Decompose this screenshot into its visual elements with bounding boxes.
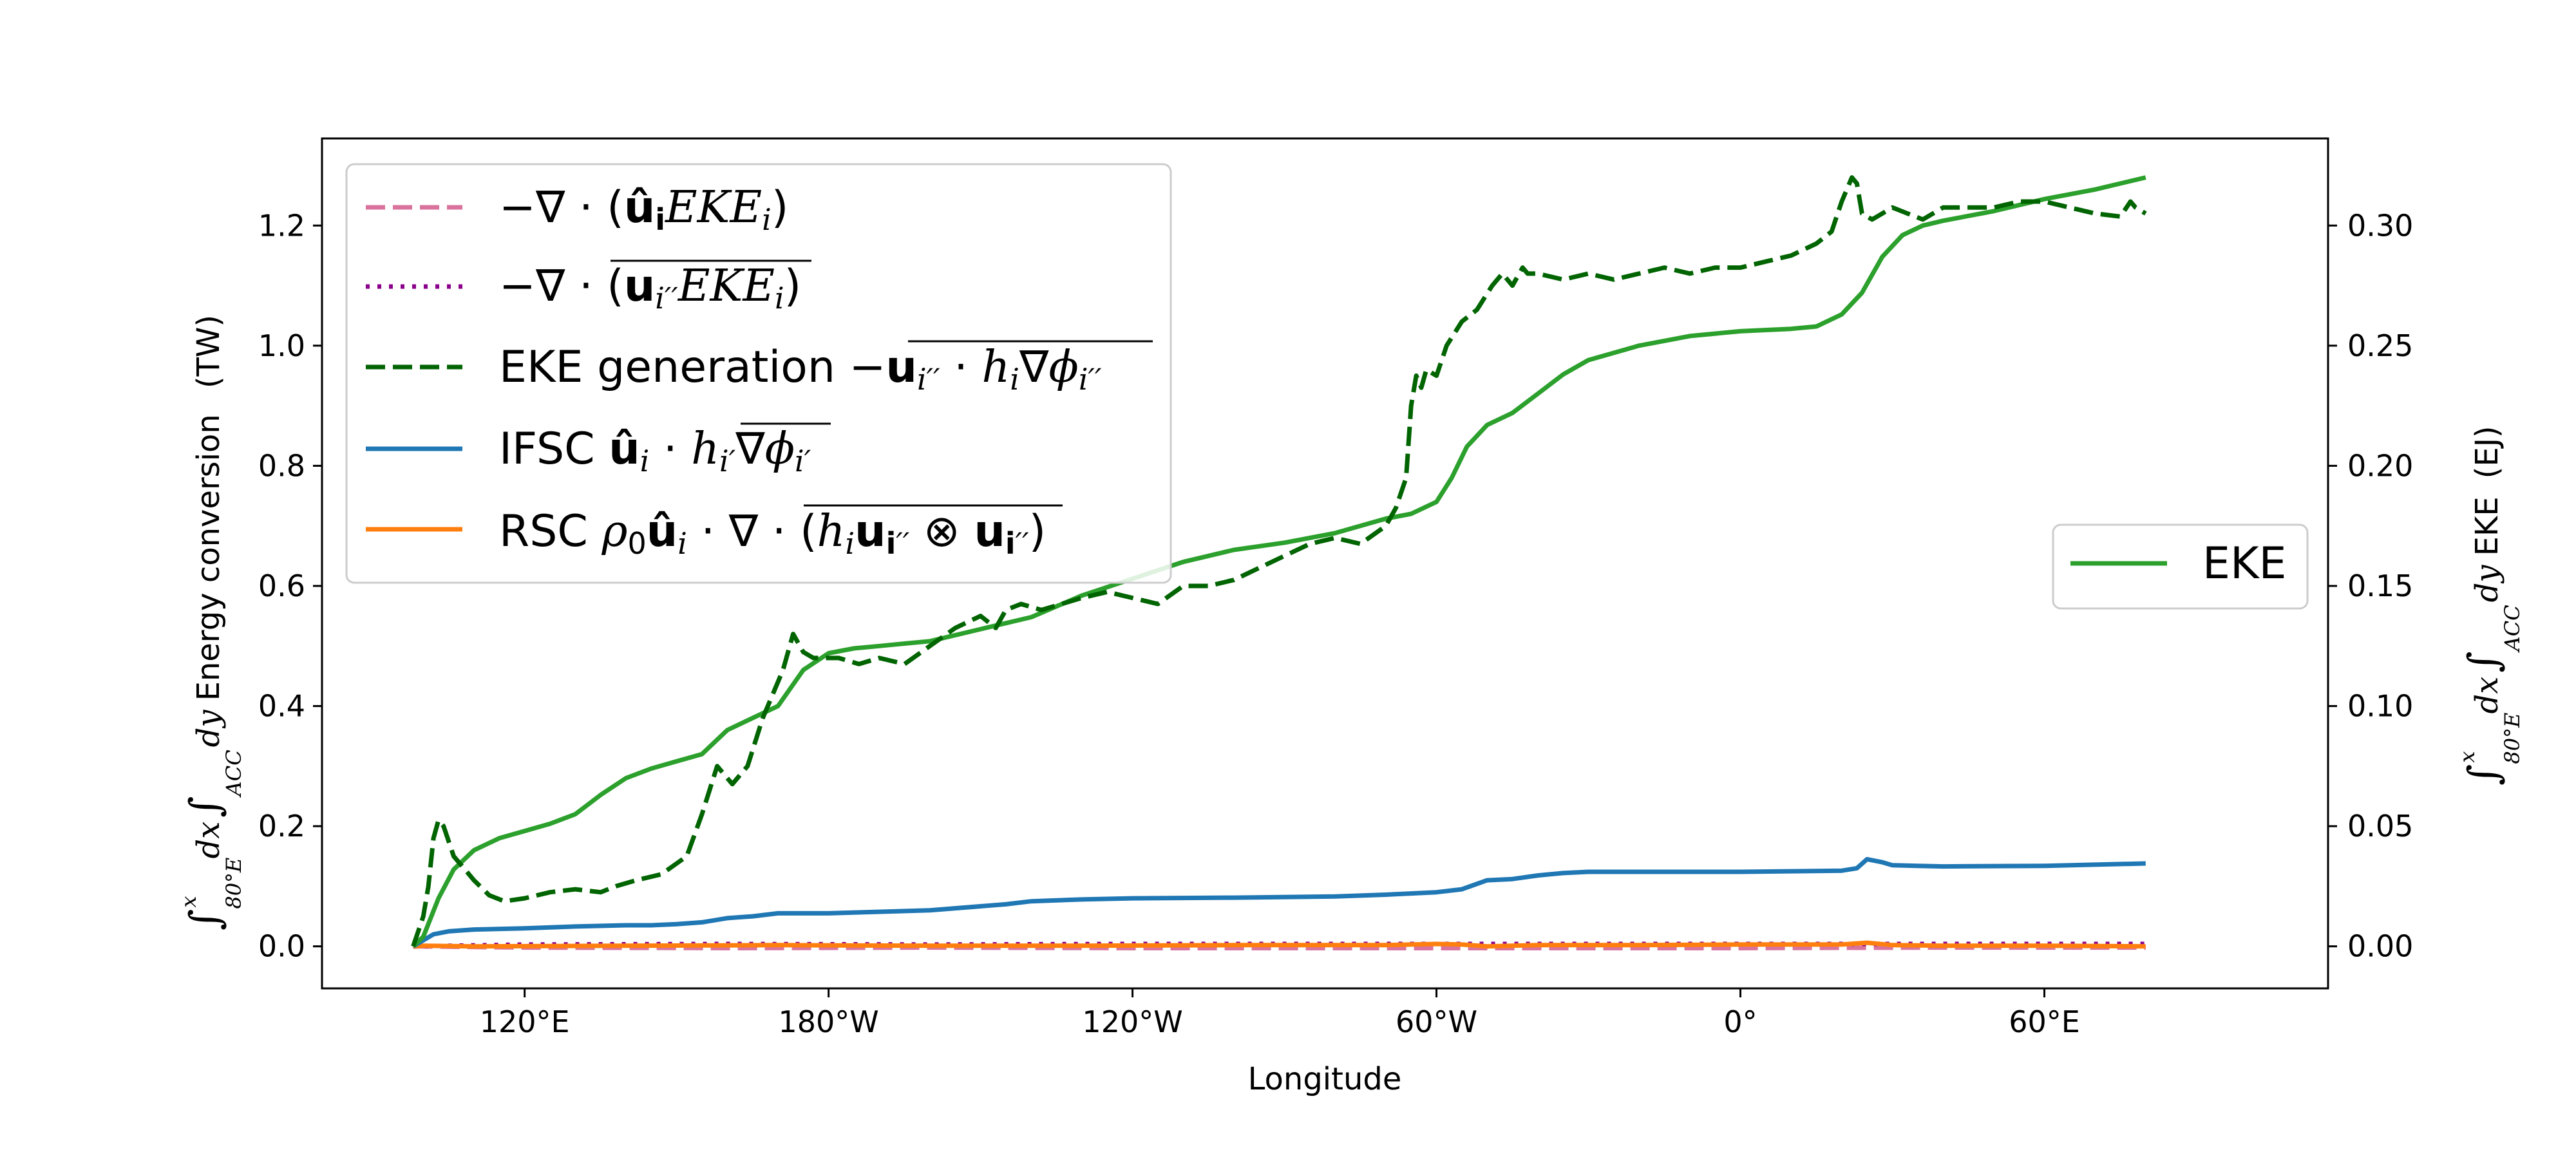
y-tick-label-left: 1.2 <box>258 208 305 243</box>
y-tick-label-left: 0.8 <box>258 448 305 483</box>
x-tick-label: 120°E <box>480 1004 570 1039</box>
y-tick-label-left: 0.0 <box>258 929 305 964</box>
series-line-adv-mean <box>413 944 2146 950</box>
plot-frame <box>321 137 2329 990</box>
svg-text:∫80°Exdx∫ACCdyEnergy conversio: ∫80°Exdx∫ACCdyEnergy conversion(TW) <box>176 315 246 930</box>
y-axis-label-left: ∫80°Exdx∫ACCdyEnergy conversion(TW) <box>176 315 246 930</box>
svg-text:∫80°Exdx∫ACCdyEKE(EJ): ∫80°Exdx∫ACCdyEKE(EJ) <box>2455 426 2524 786</box>
svg-text:RSC ρ0ûi · ∇ · (hiui′′ ⊗ ui′′): RSC ρ0ûi · ∇ · (hiui′′ ⊗ ui′′) <box>499 506 1046 561</box>
y-tick-label-left: 1.0 <box>258 328 305 363</box>
series-line-eke <box>412 175 2146 948</box>
legend-label-eke: EKE <box>2202 538 2287 589</box>
legend-right-box <box>2052 523 2309 610</box>
y-tick-label-left: 0.2 <box>258 809 305 843</box>
legend-label-ifsc: IFSC ûi · hi′∇ϕi′ <box>499 422 831 478</box>
x-axis-label: Longitude <box>1248 1061 1402 1097</box>
y-tick-label-right: 0.20 <box>2347 448 2413 483</box>
svg-text:−∇ · (ui′′EKEi): −∇ · (ui′′EKEi) <box>499 261 801 316</box>
x-tick-label: 120°W <box>1082 1004 1182 1039</box>
y-tick-label-right: 0.10 <box>2347 689 2413 724</box>
legend-right: EKE <box>2052 523 2309 610</box>
series-layer <box>411 175 2147 950</box>
series-line-rsc <box>413 940 2146 949</box>
legend-left: −∇ · (ûiEKEi) −∇ · (ui′′EKEi) EKE genera… <box>345 163 1172 584</box>
svg-text:EKE generation −ui′′ · hi∇ϕi′′: EKE generation −ui′′ · hi∇ϕi′′ <box>499 342 1102 397</box>
x-axis: 120°E 180°W 120°W 60°W 0° 60°E <box>480 988 2080 1039</box>
x-tick-label: 60°W <box>1396 1004 1477 1039</box>
svg-text:IFSC ûi · hi′∇ϕi′: IFSC ûi · hi′∇ϕi′ <box>499 424 811 478</box>
series-line-eke-gen <box>411 175 2147 947</box>
y-tick-label-right: 0.15 <box>2347 569 2413 603</box>
series-line-ifsc <box>412 856 2146 948</box>
y-tick-label-right: 0.25 <box>2347 328 2413 363</box>
legend-label-rsc: RSC ρ0ûi · ∇ · (hiui′′ ⊗ ui′′) <box>499 504 1063 561</box>
y-axis-right: 0.00 0.05 0.10 0.15 0.20 0.25 0.30 <box>2328 208 2413 964</box>
x-tick-label: 180°W <box>778 1004 878 1039</box>
y-axis-label-right: ∫80°Exdx∫ACCdyEKE(EJ) <box>2455 426 2524 786</box>
y-tick-label-right: 0.30 <box>2347 208 2413 243</box>
legend-left-swatches <box>366 205 462 532</box>
x-tick-label: 60°E <box>2009 1004 2080 1039</box>
y-tick-label-left: 0.6 <box>258 569 305 603</box>
legend-label-eke-gen: EKE generation −ui′′ · hi∇ϕi′′ <box>499 340 1153 397</box>
x-tick-label: 0° <box>1723 1004 1757 1039</box>
y-tick-label-right: 0.00 <box>2347 929 2413 964</box>
y-tick-label-right: 0.05 <box>2347 809 2413 843</box>
legend-label-adv-eddy: −∇ · (ui′′EKEi) <box>499 259 811 316</box>
y-axis-left: 0.0 0.2 0.4 0.6 0.8 1.0 1.2 <box>258 208 322 964</box>
legend-left-box <box>345 163 1172 584</box>
y-tick-label-left: 0.4 <box>258 689 305 724</box>
legend-label-adv-mean: −∇ · (ûiEKEi) <box>499 182 788 237</box>
